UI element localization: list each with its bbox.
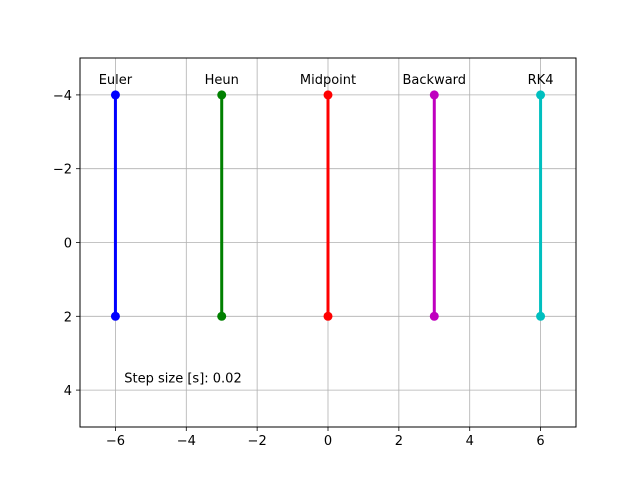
series-point (217, 311, 227, 321)
axis-ticks: −6 −4 −2 0 2 4 6 −4 −2 0 2 4 (53, 89, 545, 449)
series-point (323, 90, 333, 100)
x-tick-label: −2 (248, 434, 267, 449)
series-point (217, 90, 227, 100)
series-rk4 (536, 90, 546, 321)
series-point (110, 90, 120, 100)
series-layer (110, 90, 546, 321)
method-labels: Euler Heun Midpoint Backward RK4 (99, 73, 554, 88)
series-point (110, 311, 120, 321)
series-backward (429, 90, 439, 321)
method-label-euler: Euler (99, 73, 133, 88)
method-label-heun: Heun (205, 73, 239, 88)
x-tick-label: 2 (395, 434, 403, 449)
method-label-midpoint: Midpoint (300, 73, 356, 88)
x-tick-label: 0 (324, 434, 332, 449)
series-point (536, 90, 546, 100)
x-tick-label: 4 (466, 434, 474, 449)
series-point (429, 90, 439, 100)
series-point (429, 311, 439, 321)
x-tick-label: 6 (536, 434, 544, 449)
x-tick-label: −4 (177, 434, 196, 449)
step-size-annotation: Step size [s]: 0.02 (124, 372, 241, 387)
y-tick-label: −4 (53, 89, 72, 104)
y-tick-label: 2 (64, 310, 72, 325)
series-point (536, 311, 546, 321)
y-tick-label: 4 (64, 384, 72, 399)
y-tick-label: −2 (53, 163, 72, 178)
y-tick-label: 0 (64, 237, 72, 252)
series-midpoint (323, 90, 333, 321)
method-label-backward: Backward (403, 73, 467, 88)
series-point (323, 311, 333, 321)
method-label-rk4: RK4 (528, 73, 554, 88)
series-heun (217, 90, 227, 321)
series-euler (110, 90, 120, 321)
x-tick-label: −6 (106, 434, 125, 449)
